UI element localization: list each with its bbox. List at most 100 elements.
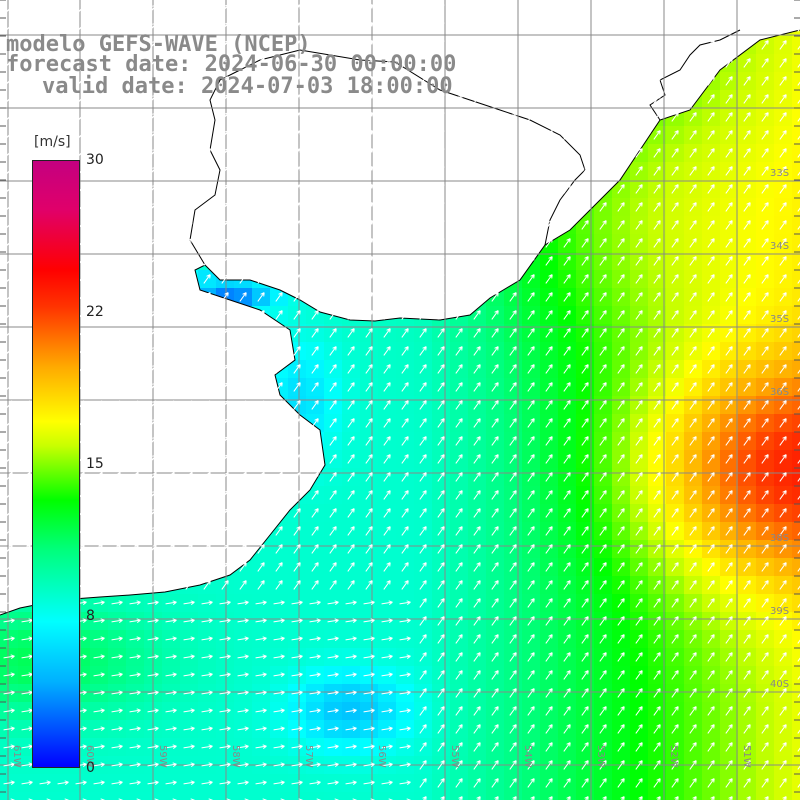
wind-arrow <box>257 94 265 104</box>
wind-arrow <box>509 256 517 266</box>
wind-arrow <box>545 58 553 68</box>
wind-arrow <box>293 166 301 176</box>
wind-arrow <box>275 4 283 14</box>
wind-arrow <box>491 130 499 140</box>
wind-arrow <box>743 76 751 86</box>
wind-arrow <box>563 292 571 302</box>
wind-arrow <box>437 328 445 338</box>
wind-arrow <box>257 58 265 68</box>
wind-arrow <box>761 94 769 104</box>
wind-arrow <box>437 274 445 284</box>
wind-arrow <box>347 256 355 266</box>
wind-arrow <box>5 94 13 104</box>
wind-arrow <box>491 4 499 14</box>
wind-arrow <box>149 130 157 140</box>
wind-arrow <box>419 310 427 320</box>
field-cell <box>792 252 800 270</box>
field-cell <box>486 792 504 800</box>
wind-arrow <box>437 202 445 212</box>
wind-arrow <box>455 40 463 50</box>
colorbar-tick-30: 30 <box>86 152 104 168</box>
wind-arrow <box>581 76 589 86</box>
wind-arrow <box>5 76 13 86</box>
wind-arrow <box>383 58 391 68</box>
wind-arrow <box>113 130 121 140</box>
wind-arrow <box>131 238 139 248</box>
wind-arrow <box>635 184 643 194</box>
wind-arrow <box>509 274 517 284</box>
field-cell <box>792 468 800 486</box>
field-cell <box>792 504 800 522</box>
wind-arrow <box>113 184 121 194</box>
wind-arrow <box>635 22 643 32</box>
wind-arrow <box>59 40 67 50</box>
wind-arrow <box>761 310 769 320</box>
wind-arrow <box>581 328 589 338</box>
wind-arrow <box>401 202 409 212</box>
field-cell <box>540 792 558 800</box>
wind-arrow <box>167 382 175 392</box>
wind-arrow <box>599 202 607 212</box>
wind-arrow <box>491 328 499 338</box>
wind-arrow <box>617 4 625 14</box>
wind-arrow <box>5 112 13 122</box>
wind-arrow <box>113 256 121 266</box>
wind-arrow <box>509 292 517 302</box>
wind-arrow <box>491 148 499 158</box>
wind-arrow <box>743 346 751 356</box>
wind-arrow <box>23 328 31 338</box>
wind-arrow <box>707 148 715 158</box>
wind-arrow <box>23 238 31 248</box>
wind-arrow <box>239 22 247 32</box>
field-cell <box>198 792 216 800</box>
field-cell <box>792 288 800 306</box>
latitude-label: 35S <box>770 314 789 325</box>
wind-arrow <box>329 310 337 320</box>
field-cell <box>180 792 198 800</box>
field-cell <box>252 792 270 800</box>
wind-arrow <box>221 58 229 68</box>
longitude-label: 56W <box>376 745 387 768</box>
wind-arrow <box>41 40 49 50</box>
wind-arrow <box>797 135 800 140</box>
wind-arrow <box>347 328 355 338</box>
wind-arrow <box>149 148 157 158</box>
wind-arrow <box>365 328 373 338</box>
field-cell <box>792 558 800 576</box>
wind-arrow <box>581 130 589 140</box>
wind-arrow <box>149 274 157 284</box>
wind-arrow <box>545 130 553 140</box>
wind-arrow <box>563 130 571 140</box>
wind-arrow <box>545 292 553 302</box>
wind-arrow <box>617 148 625 158</box>
wind-arrow <box>581 148 589 158</box>
wind-arrow <box>131 274 139 284</box>
wind-arrow <box>113 292 121 302</box>
wind-arrow <box>653 346 661 356</box>
field-cell <box>558 792 576 800</box>
wind-arrow <box>707 184 715 194</box>
wind-arrow <box>707 40 715 50</box>
wind-arrow <box>5 130 13 140</box>
wind-arrow <box>365 256 373 266</box>
wind-arrow <box>347 220 355 230</box>
wind-arrow <box>689 328 697 338</box>
wind-arrow <box>581 310 589 320</box>
field-cell <box>468 792 486 800</box>
wind-arrow <box>599 94 607 104</box>
wind-arrow <box>77 148 85 158</box>
latitude-label: 33S <box>770 168 789 179</box>
wind-arrow <box>275 292 283 302</box>
wind-arrow <box>131 292 139 302</box>
field-cell <box>792 414 800 432</box>
colorbar-units: [m/s] <box>34 134 71 150</box>
wind-arrow <box>239 274 247 284</box>
wind-arrow <box>365 364 373 374</box>
field-cell <box>0 792 18 800</box>
wind-arrow <box>401 220 409 230</box>
wind-arrow <box>95 58 103 68</box>
wind-arrow <box>311 274 319 284</box>
wind-arrow <box>617 58 625 68</box>
wind-arrow <box>113 220 121 230</box>
wind-arrow <box>509 58 517 68</box>
